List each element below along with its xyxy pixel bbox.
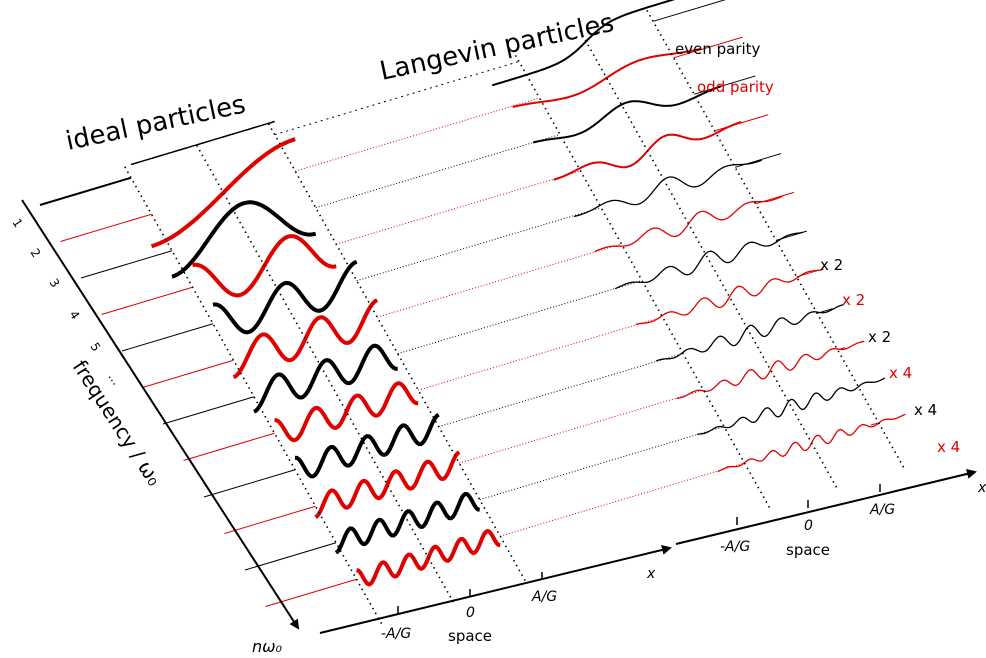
row-baseline-0	[39, 176, 132, 206]
space-axis-right	[675, 469, 977, 545]
langevin-mode-9	[676, 340, 865, 400]
ideal-particles-title: ideal particles	[63, 90, 248, 157]
space-axis-left-ticks	[397, 572, 543, 614]
row-baseline-6	[162, 396, 255, 425]
row-middle-9	[459, 389, 704, 464]
left-tick-plus: A/G	[531, 589, 557, 605]
frequency-axis	[21, 199, 300, 630]
freq-tick-3: 3	[46, 276, 62, 290]
scale-label-row6: x 2	[868, 328, 891, 346]
scale-label-row4: x 2	[820, 256, 843, 274]
row-middle-1	[295, 97, 540, 172]
n-omega-label: nω₀	[252, 637, 283, 656]
ideal-mode-2	[171, 200, 317, 279]
guide-line-0	[124, 166, 384, 628]
space-axis-right-ticks	[736, 484, 881, 525]
freq-tick-2: 2	[27, 246, 43, 260]
row-baseline-5	[142, 359, 234, 388]
left-tick-minus: -A/G	[381, 626, 411, 642]
right-tick-zero: 0	[804, 518, 813, 534]
wave-curves	[130, 0, 906, 587]
langevin-mode-8	[656, 303, 845, 362]
row-baseline-10	[244, 542, 337, 571]
freq-tick-4: 4	[66, 308, 82, 322]
right-tick-plus: A/G	[869, 502, 895, 518]
row-baseline-8	[203, 469, 296, 498]
row-middle-6	[397, 280, 643, 355]
row-tail-4	[734, 153, 782, 168]
langevin-mode-5	[594, 195, 783, 253]
row-middle-11	[500, 462, 745, 537]
space-axis-left	[319, 545, 672, 634]
row-tail-0	[652, 0, 727, 22]
langevin-mode-4	[574, 159, 763, 218]
scale-label-row5: x 2	[842, 291, 865, 309]
ideal-mode-5	[232, 298, 379, 380]
langevin-mode-2	[532, 85, 722, 144]
langevin-mode-0	[491, 0, 676, 87]
right-space-label: space	[786, 541, 830, 559]
ideal-mode-4	[212, 259, 358, 335]
row-tail-2	[693, 75, 756, 95]
row-middle-2	[315, 134, 561, 209]
right-tick-minus: -A/G	[720, 539, 750, 555]
langevin-mode-10	[697, 377, 886, 436]
freq-tick-ellipsis: …	[105, 370, 123, 388]
legend-even-parity: even parity	[675, 40, 761, 58]
ideal-mode-6	[253, 343, 398, 414]
left-space-label: space	[448, 627, 492, 645]
row-middle-3	[336, 170, 581, 245]
langevin-mode-1	[512, 47, 701, 108]
ideal-mode-10	[334, 491, 480, 555]
ideal-mode-0	[130, 120, 275, 166]
freq-tick-5: 5	[87, 340, 103, 354]
row-tail-1	[673, 36, 743, 59]
scale-label-row8: x 4	[914, 401, 937, 419]
guide-line-3	[512, 50, 772, 511]
row-baseline-4	[121, 323, 214, 352]
ideal-mode-7	[274, 381, 419, 443]
scale-label-row9: x 4	[937, 438, 960, 456]
langevin-mode-6	[614, 231, 804, 290]
langevin-mode-7	[635, 268, 824, 326]
frequency-ticks: 1 2 3 4 5 …	[9, 216, 123, 388]
ideal-mode-8	[294, 412, 440, 479]
row-middle-10	[479, 426, 725, 501]
left-x-label: x	[646, 566, 656, 582]
row-tail-11	[870, 422, 879, 426]
scale-label-row7: x 4	[889, 364, 912, 382]
ideal-mode-9	[314, 450, 461, 519]
legend-odd-parity: odd parity	[697, 78, 774, 96]
row-baseline-7	[183, 432, 275, 461]
row-middle-8	[438, 353, 684, 428]
row-middle-7	[418, 316, 663, 391]
row-middle-0	[274, 61, 520, 136]
freq-tick-1: 1	[9, 216, 25, 230]
row-baseline-9	[224, 505, 316, 534]
row-baseline-2	[80, 250, 173, 279]
left-tick-zero: 0	[466, 605, 475, 621]
row-baseline-3	[101, 286, 193, 315]
guide-line-4	[579, 30, 839, 491]
guide-line-2	[267, 123, 528, 585]
right-x-label: x	[977, 480, 986, 496]
row-middle-5	[377, 243, 622, 318]
row-baseline-11	[265, 578, 357, 607]
ideal-mode-1	[150, 137, 296, 249]
row-baseline-1	[60, 213, 152, 242]
row-middle-4	[356, 207, 602, 282]
